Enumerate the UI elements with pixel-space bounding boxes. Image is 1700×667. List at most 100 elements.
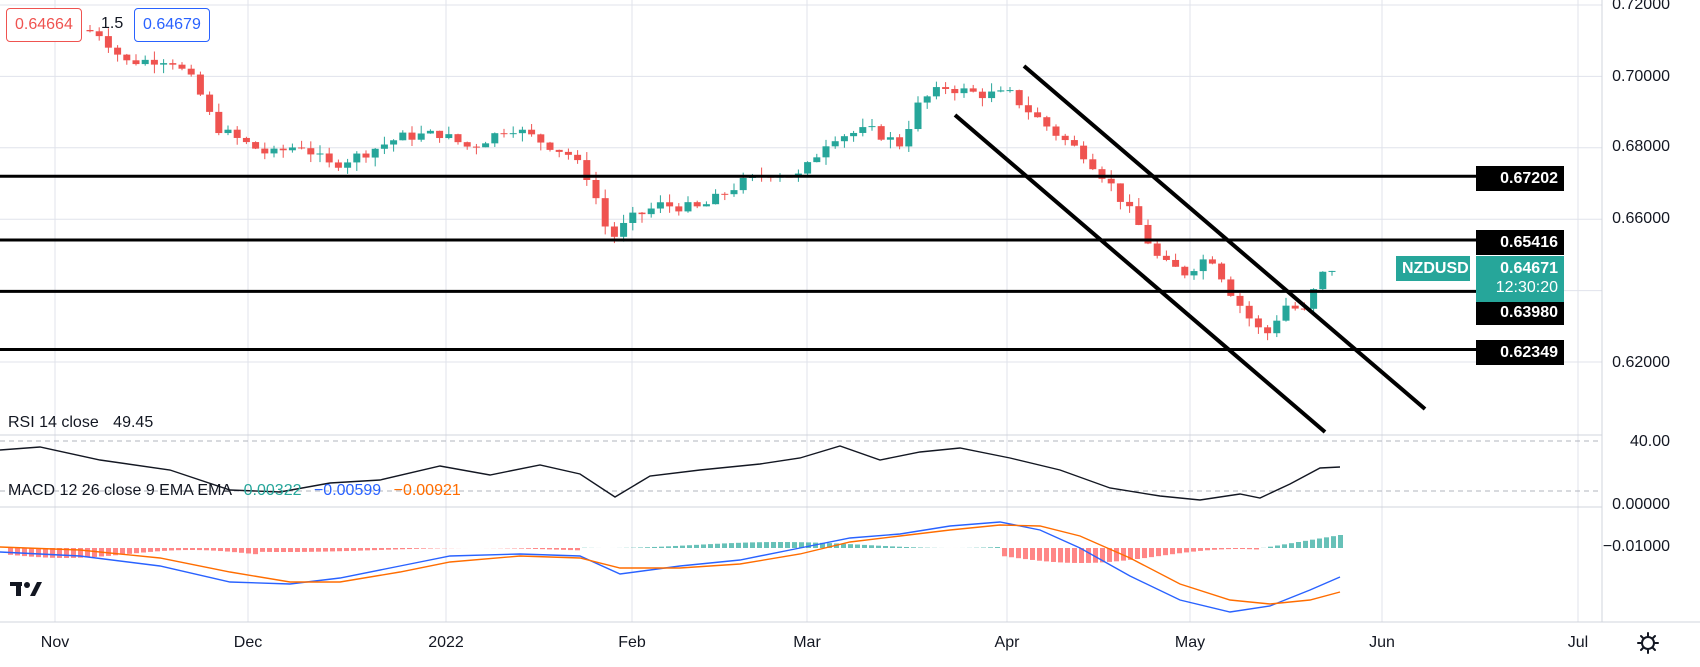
macd-hist-bar <box>904 546 909 548</box>
macd-hist-bar <box>1317 538 1322 548</box>
macd-hist-bar <box>680 545 685 548</box>
macd-hist-bar <box>701 544 706 548</box>
macd-hist-bar <box>1023 548 1028 560</box>
candle-body <box>160 63 168 65</box>
candle-body <box>279 148 287 151</box>
candle-body <box>896 137 904 147</box>
candle-body <box>132 60 140 65</box>
candle-body <box>601 198 609 227</box>
channel-lines[interactable] <box>953 64 1427 434</box>
candle-body <box>1080 145 1088 160</box>
macd-hist-bar <box>575 548 580 551</box>
macd-hist-bar <box>288 548 293 552</box>
candle-body <box>537 134 545 143</box>
tradingview-logo-icon[interactable] <box>8 576 46 602</box>
channel-upper-line <box>1022 64 1427 411</box>
bid-price-box[interactable]: 0.64664 <box>6 8 82 42</box>
candle-body <box>886 137 894 140</box>
macd-hist-bar <box>71 548 76 558</box>
price-axis-label: 0.62000 <box>1612 354 1670 371</box>
candle-body <box>1135 206 1143 225</box>
macd-hist-bar <box>911 547 916 548</box>
candle-body <box>1319 271 1327 290</box>
macd-hist-bar <box>127 548 132 554</box>
macd-hist-bar <box>393 548 398 550</box>
macd-hist-bar <box>155 548 160 552</box>
macd-hist-bar <box>1121 548 1126 561</box>
candle-body <box>1024 105 1032 113</box>
symbol-tag[interactable]: NZDUSD <box>1396 256 1470 281</box>
level-label[interactable]: 0.65416 <box>1476 230 1564 255</box>
macd-hist-bar <box>1170 548 1175 555</box>
level-label[interactable]: 0.63980 <box>1476 300 1564 325</box>
candle-body <box>224 129 232 134</box>
macd-hist-bar <box>862 544 867 548</box>
macd-hist-bar <box>1191 548 1196 552</box>
level-label[interactable]: 0.62349 <box>1476 340 1564 365</box>
last-price-value: 0.64671 <box>1500 260 1558 277</box>
macd-hist-bar <box>22 548 27 557</box>
candle-body <box>1245 305 1253 319</box>
candles <box>86 24 1336 341</box>
macd-hist-bar <box>533 548 538 549</box>
macd-hist-bar <box>337 548 342 552</box>
macd-hist-bar <box>820 542 825 548</box>
macd-hist-bar <box>267 548 272 552</box>
candle-body <box>1144 224 1152 244</box>
level-label[interactable]: 0.67202 <box>1476 166 1564 191</box>
candle-body <box>804 162 812 174</box>
settings-gear-icon[interactable] <box>1636 631 1660 655</box>
macd-hist-bar <box>1114 548 1119 562</box>
candle-body <box>233 129 241 138</box>
macd-hist-bar <box>708 544 713 548</box>
candle-body <box>1236 295 1244 306</box>
macd-hist-bar <box>106 548 111 556</box>
macd-hist-bar <box>1135 548 1140 559</box>
macd-hist-bar <box>1107 548 1112 562</box>
last-price-tag[interactable]: 0.64671 12:30:20 <box>1476 256 1564 302</box>
candle-body <box>1291 305 1299 309</box>
macd-hist-bar <box>1009 548 1014 558</box>
candle-body <box>1218 263 1226 280</box>
macd-hist-bar <box>1198 548 1203 551</box>
candle-body <box>150 59 158 65</box>
macd-hist-bar <box>652 546 657 548</box>
macd-hist-bar <box>1072 548 1077 563</box>
macd-line-value: 0.00322 <box>243 482 302 499</box>
macd-hist-bar <box>1156 548 1161 557</box>
macd-hist-bar <box>568 548 573 551</box>
macd-hist-bar <box>218 548 223 552</box>
candle-body <box>95 31 103 37</box>
candle-body <box>123 54 131 61</box>
candle-body <box>813 157 821 163</box>
macd-hist-bar <box>183 548 188 551</box>
macd-hist-bar <box>673 545 678 548</box>
candle-body <box>1264 327 1272 334</box>
macd-hist-bar <box>1016 548 1021 559</box>
candle-body <box>555 149 563 152</box>
ask-price-box[interactable]: 0.64679 <box>134 8 210 42</box>
macd-hist-bar <box>778 542 783 548</box>
candle-body <box>1061 135 1069 141</box>
macd-hist-bar <box>1275 545 1280 548</box>
candle-body <box>988 91 996 99</box>
macd-legend[interactable]: MACD 12 26 close 9 EMA EMA 0.00322 −0.00… <box>8 482 461 500</box>
macd-hist-bar <box>295 548 300 552</box>
candle-body <box>169 63 177 65</box>
candle-body <box>288 147 296 151</box>
rsi-legend[interactable]: RSI 14 close 49.45 <box>8 414 153 432</box>
candle-body <box>141 59 149 65</box>
candle-body <box>629 212 637 223</box>
macd-hist-bar <box>1219 548 1224 550</box>
candle-body <box>1227 279 1235 296</box>
macd-hist-bar <box>281 548 286 552</box>
candle-body <box>1089 159 1097 170</box>
macd-hist-bar <box>176 548 181 551</box>
macd-hist-bar <box>197 548 202 551</box>
candle-body <box>1254 318 1262 328</box>
macd-hist-bar <box>1282 544 1287 548</box>
macd-hist-bar <box>1240 548 1245 550</box>
candle-body <box>702 204 710 207</box>
